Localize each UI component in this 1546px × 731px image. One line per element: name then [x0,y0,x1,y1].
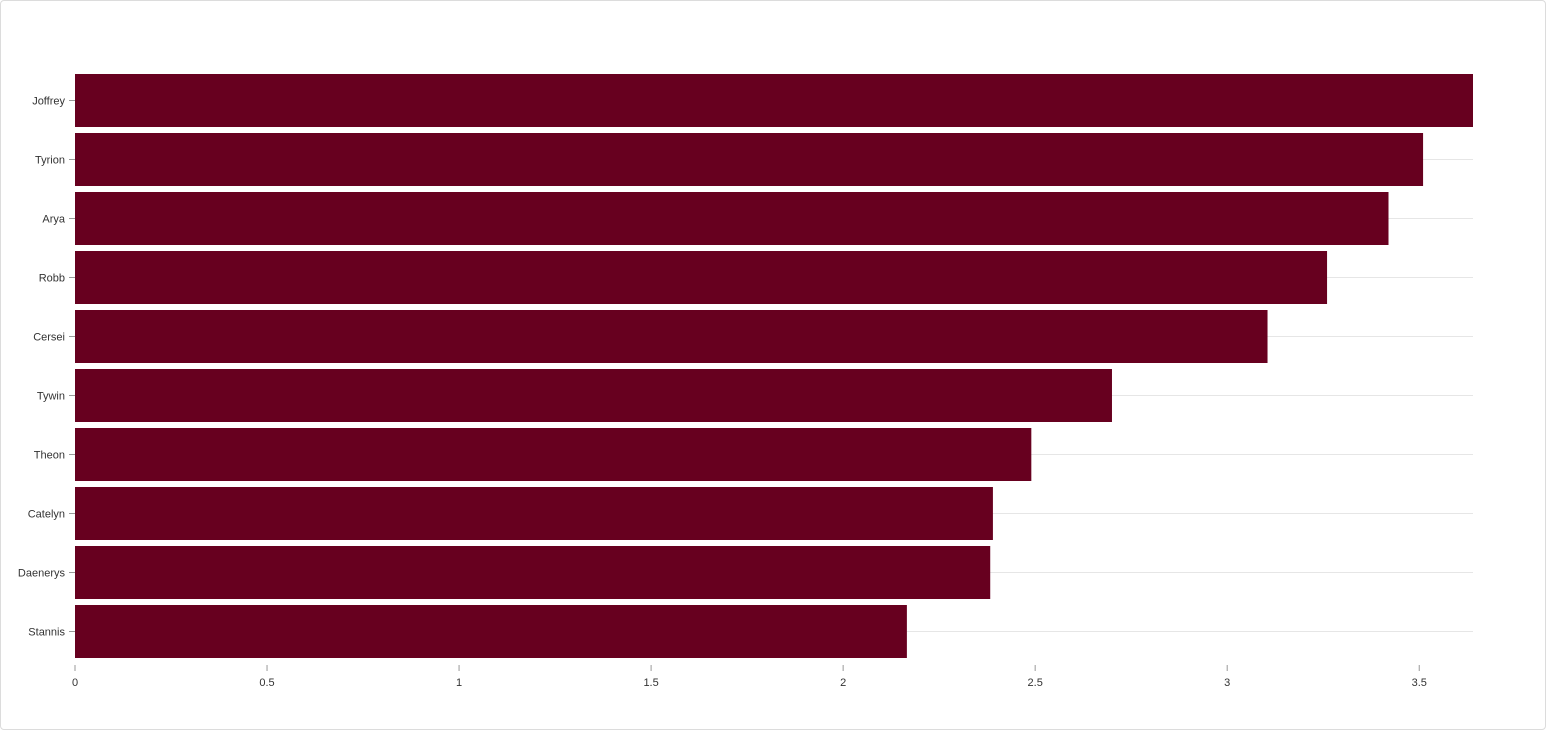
x-tick-label: 3 [1224,677,1230,689]
bars-layer [75,74,1473,658]
bar-tyrion[interactable] [75,133,1424,186]
x-axis: 0 0.5 1 1.5 2 2.5 3 3.5 [72,665,1427,689]
y-tick-label: Tyrion [35,155,65,167]
x-tick-label: 3.5 [1412,677,1427,689]
y-tick-label: Joffrey [32,96,65,108]
x-tick-label: 0.5 [259,677,274,689]
y-tick-label: Robb [39,273,65,285]
bar-daenerys[interactable] [75,546,991,599]
bar-joffrey[interactable] [75,74,1473,127]
y-tick-label: Catelyn [28,509,65,521]
bar-cersei[interactable] [75,310,1268,363]
y-axis: Joffrey Tyrion Arya Robb Cersei Tywin Theon Cat… [18,96,75,639]
y-tick-label: Stannis [28,627,65,639]
x-tick-label: 1 [456,677,462,689]
y-tick-label: Cersei [33,332,65,344]
bar-stannis[interactable] [75,605,907,658]
x-tick-label: 2.5 [1028,677,1043,689]
x-tick-label: 1.5 [643,677,658,689]
y-tick-label: Arya [42,214,66,226]
x-tick-label: 2 [840,677,846,689]
bar-robb[interactable] [75,251,1328,304]
bar-tywin[interactable] [75,369,1112,422]
x-tick-label: 0 [72,677,78,689]
bar-catelyn[interactable] [75,487,993,540]
bar-arya[interactable] [75,192,1389,245]
y-tick-label: Theon [34,450,65,462]
bar-theon[interactable] [75,428,1032,481]
y-tick-label: Daenerys [18,568,66,580]
y-tick-label: Tywin [37,391,65,403]
